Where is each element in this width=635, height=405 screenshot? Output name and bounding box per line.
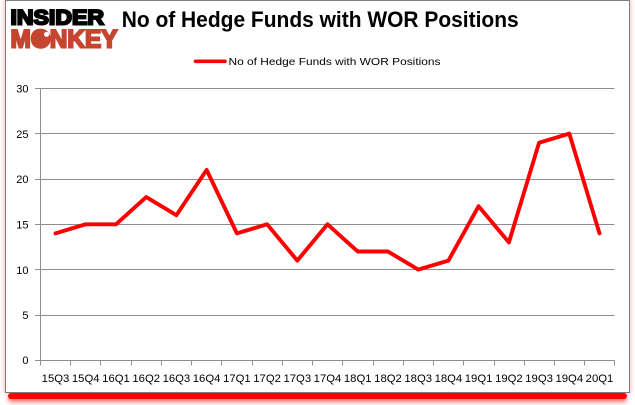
svg-text:17Q4: 17Q4 bbox=[314, 373, 342, 385]
svg-text:16Q2: 16Q2 bbox=[132, 373, 160, 385]
svg-text:15Q3: 15Q3 bbox=[42, 373, 70, 385]
svg-text:No of Hedge Funds with WOR Pos: No of Hedge Funds with WOR Positions bbox=[229, 56, 441, 68]
svg-text:30: 30 bbox=[16, 84, 28, 96]
svg-text:15Q4: 15Q4 bbox=[72, 373, 100, 385]
svg-text:16Q4: 16Q4 bbox=[193, 373, 221, 385]
svg-text:18Q2: 18Q2 bbox=[374, 373, 402, 385]
svg-text:19Q1: 19Q1 bbox=[465, 373, 493, 385]
svg-text:INSIDER: INSIDER bbox=[11, 7, 105, 30]
svg-text:17Q1: 17Q1 bbox=[223, 373, 251, 385]
svg-text:20Q1: 20Q1 bbox=[586, 373, 614, 385]
svg-text:No of Hedge Funds with WOR Pos: No of Hedge Funds with WOR Positions bbox=[122, 7, 519, 32]
svg-text:0: 0 bbox=[22, 355, 28, 367]
svg-text:18Q3: 18Q3 bbox=[404, 373, 432, 385]
svg-text:16Q3: 16Q3 bbox=[163, 373, 191, 385]
svg-text:25: 25 bbox=[16, 129, 28, 141]
svg-text:19Q2: 19Q2 bbox=[495, 373, 523, 385]
svg-text:16Q1: 16Q1 bbox=[102, 373, 130, 385]
svg-text:19Q3: 19Q3 bbox=[525, 373, 553, 385]
svg-text:15: 15 bbox=[16, 220, 28, 232]
svg-text:18Q4: 18Q4 bbox=[435, 373, 463, 385]
svg-text:19Q4: 19Q4 bbox=[555, 373, 583, 385]
svg-text:17Q3: 17Q3 bbox=[283, 373, 311, 385]
svg-text:10: 10 bbox=[16, 265, 28, 277]
svg-text:18Q1: 18Q1 bbox=[344, 373, 372, 385]
svg-text:5: 5 bbox=[22, 310, 28, 322]
svg-text:20: 20 bbox=[16, 174, 28, 186]
svg-text:MONKEY: MONKEY bbox=[11, 26, 118, 54]
svg-text:17Q2: 17Q2 bbox=[253, 373, 281, 385]
